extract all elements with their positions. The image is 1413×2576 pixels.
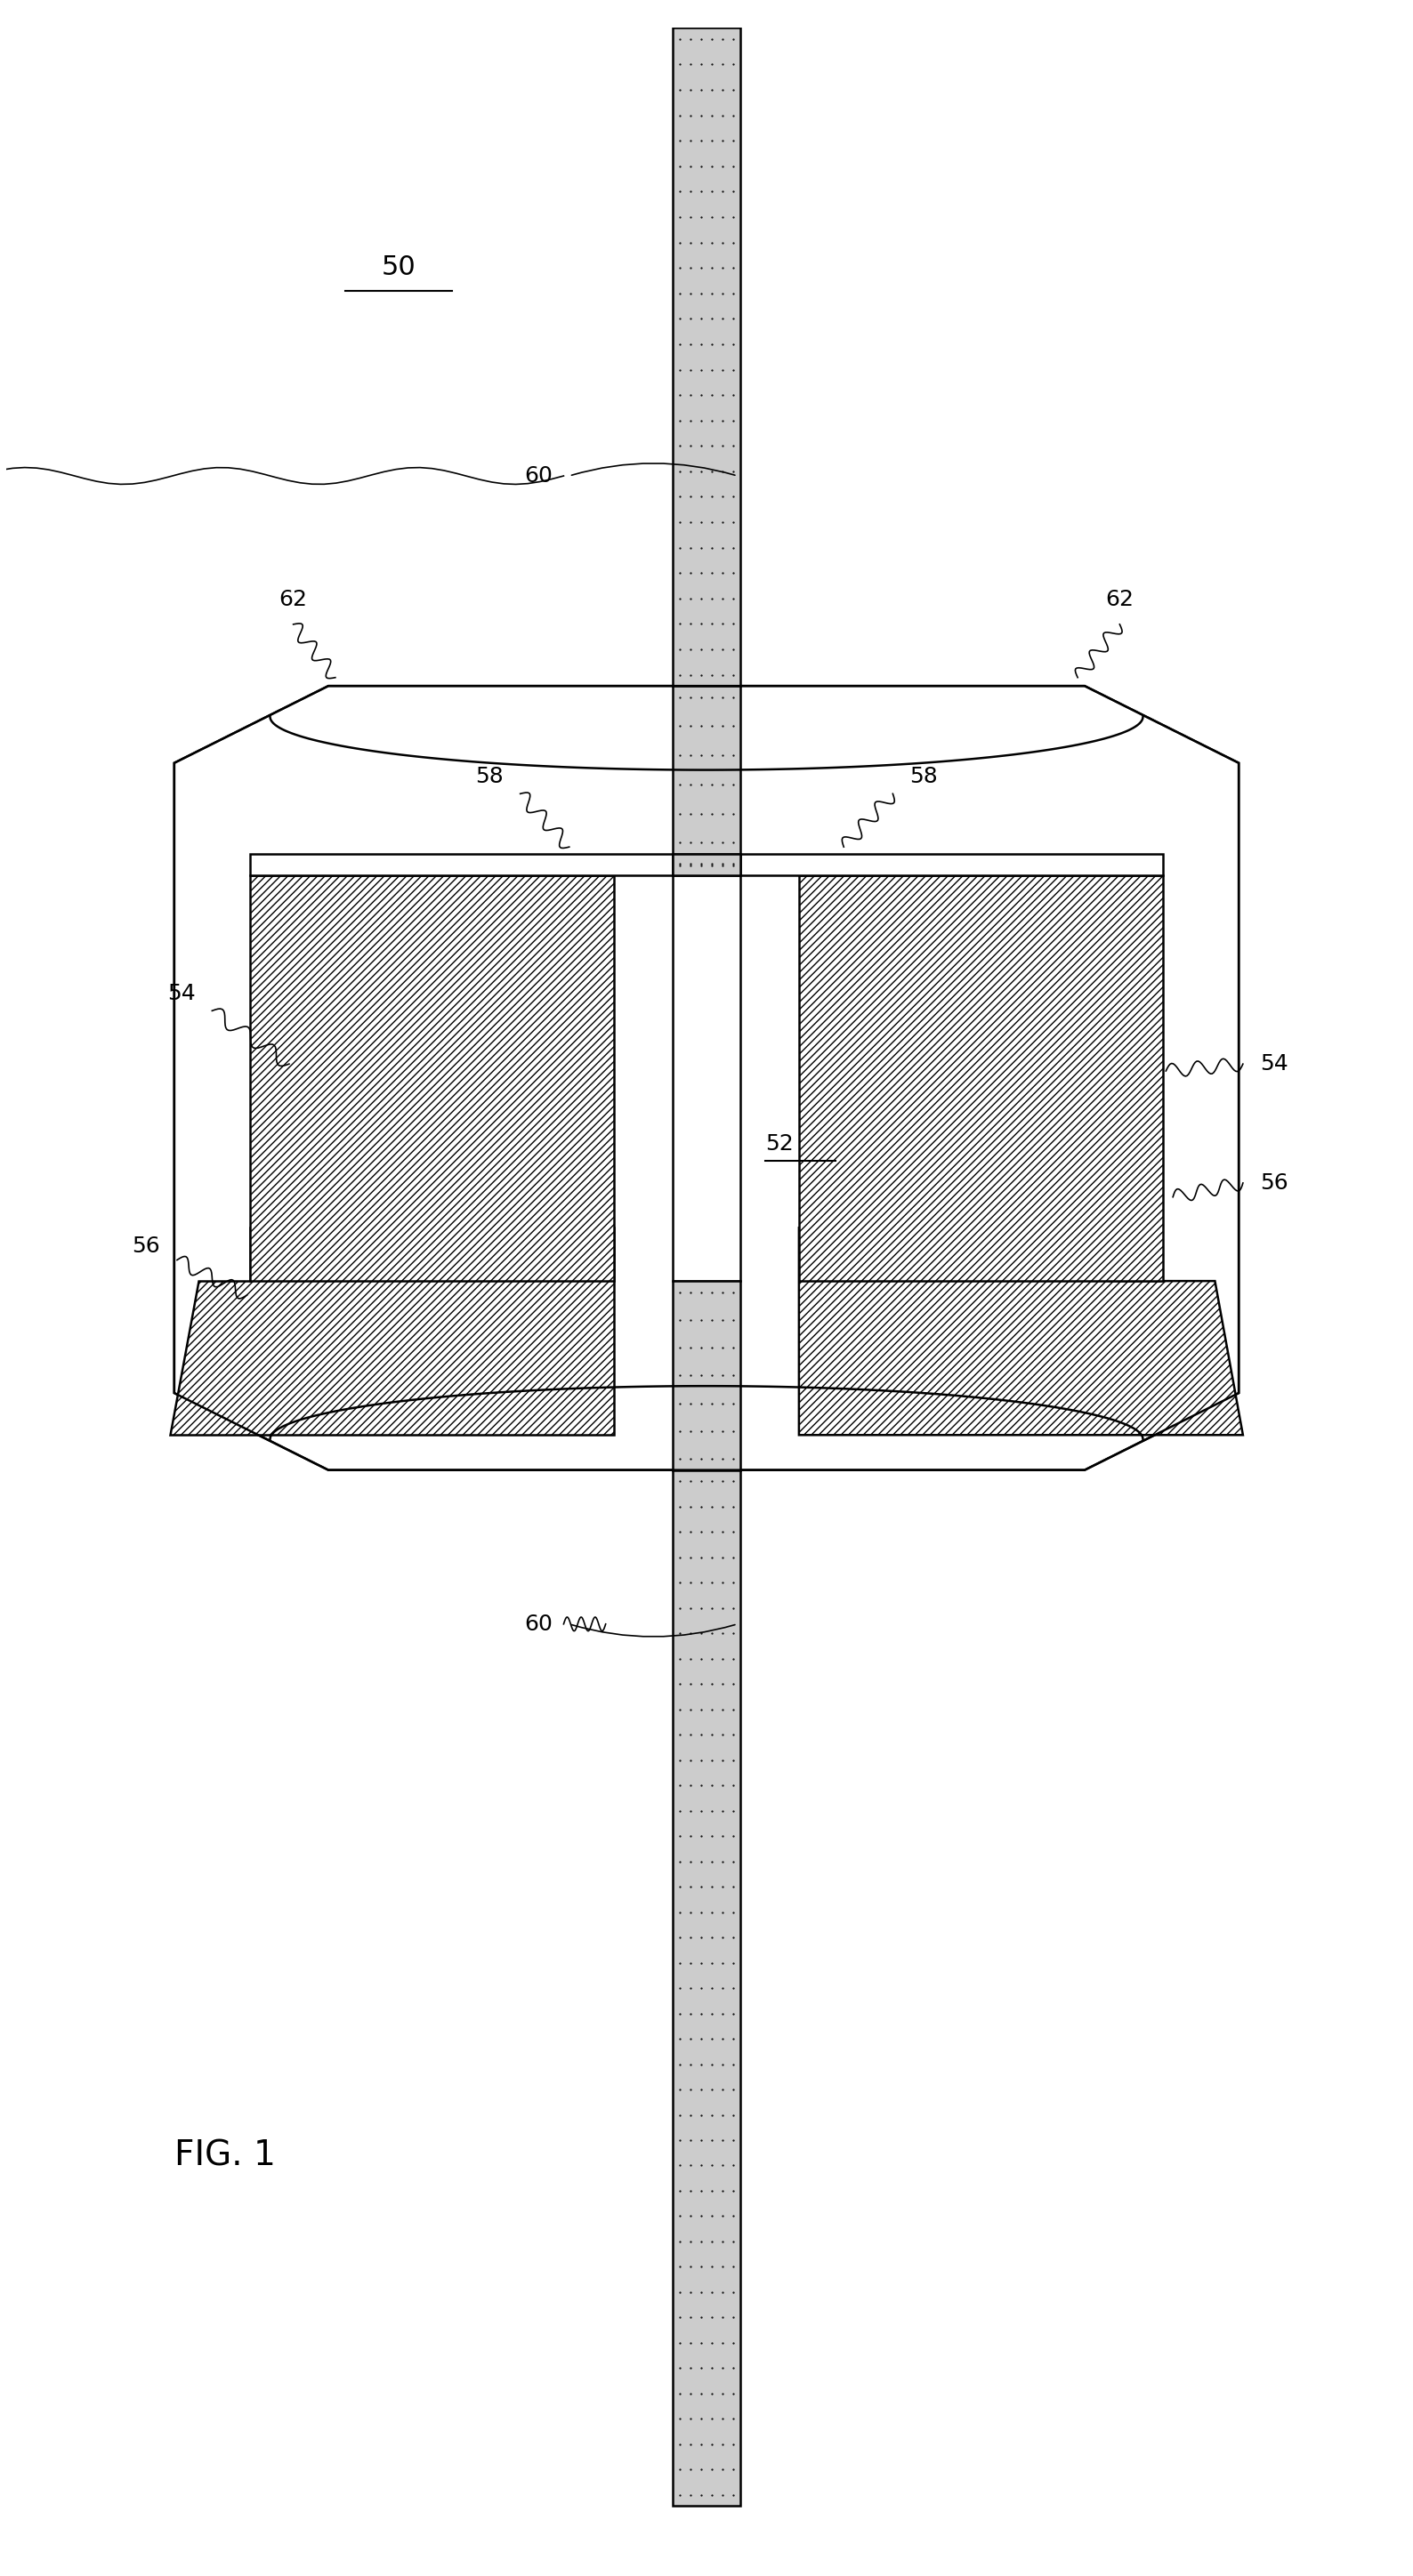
Bar (798, 876, 1163, 1280)
Polygon shape (170, 1229, 615, 1435)
Text: 58: 58 (475, 765, 503, 788)
Bar (250, 855, 673, 876)
Text: 62: 62 (1105, 587, 1133, 611)
Bar (673, 855, 740, 876)
Polygon shape (798, 1229, 1243, 1435)
Bar (673, 685, 740, 855)
Text: FIG. 1: FIG. 1 (174, 2138, 276, 2174)
Text: 54: 54 (1260, 1054, 1289, 1074)
Text: 54: 54 (167, 984, 195, 1005)
Text: 62: 62 (280, 587, 308, 611)
Bar (740, 855, 1163, 876)
Text: 52: 52 (766, 1133, 794, 1154)
Bar (250, 876, 615, 1280)
Bar (673, 1280, 740, 1471)
Text: 56: 56 (1260, 1172, 1289, 1193)
Text: 60: 60 (524, 466, 552, 487)
Text: 56: 56 (131, 1236, 160, 1257)
Bar (673, 28, 740, 685)
Text: 60: 60 (524, 1613, 552, 1636)
Polygon shape (174, 685, 1239, 1471)
Bar (673, 876, 740, 1280)
Bar (673, 1471, 740, 2506)
Text: 58: 58 (910, 765, 938, 788)
Text: 50: 50 (382, 255, 415, 281)
